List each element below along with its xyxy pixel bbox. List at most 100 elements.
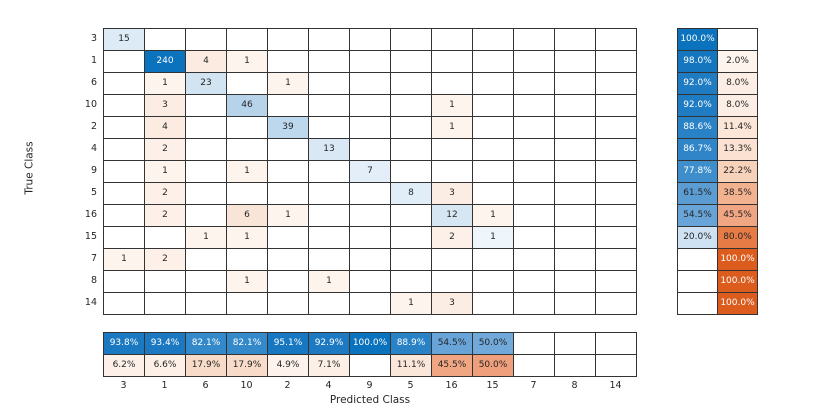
- matrix-cell: [473, 139, 514, 161]
- y-axis-label: True Class: [23, 141, 36, 195]
- matrix-cell: [473, 183, 514, 205]
- matrix-cell: [432, 249, 473, 271]
- matrix-cell: [309, 205, 350, 227]
- matrix-cell: [473, 51, 514, 73]
- matrix-cell: [350, 205, 391, 227]
- col-summary-correct-cell: 93.8%: [104, 333, 145, 355]
- y-tick-label: 16: [84, 209, 97, 220]
- matrix-cell: [391, 117, 432, 139]
- matrix-cell: [555, 227, 596, 249]
- matrix-cell: [473, 73, 514, 95]
- matrix-cell: 7: [350, 161, 391, 183]
- matrix-cell: [596, 271, 637, 293]
- col-summary-correct-cell: [514, 333, 555, 355]
- col-summary-incorrect-cell: 7.1%: [309, 355, 350, 377]
- col-summary-incorrect-cell: 11.1%: [391, 355, 432, 377]
- x-tick-label: 3: [120, 380, 127, 391]
- matrix-cell: [473, 161, 514, 183]
- matrix-cell: [596, 117, 637, 139]
- matrix-cell: [555, 293, 596, 315]
- matrix-cell: [555, 95, 596, 117]
- matrix-cell: [309, 183, 350, 205]
- row-summary-incorrect-cell: 13.3%: [718, 139, 758, 161]
- row-summary-incorrect-cell: 2.0%: [718, 51, 758, 73]
- matrix-cell: 1: [227, 227, 268, 249]
- matrix-cell: 4: [145, 117, 186, 139]
- row-summary-incorrect-cell: 11.4%: [718, 117, 758, 139]
- x-tick-label: 14: [609, 380, 622, 391]
- matrix-cell: [473, 29, 514, 51]
- confusion-matrix-grid: 15 240 4 1 1 23 1 3 46 1 4 39 1 2 13 1 1 7 2 8 3 2 6 1 12 1 1 1 2 1 1 2…: [103, 28, 637, 315]
- col-summary-incorrect-cell: 6.2%: [104, 355, 145, 377]
- y-tick-label: 10: [84, 99, 97, 110]
- matrix-cell: 1: [268, 73, 309, 95]
- x-axis-label: Predicted Class: [329, 394, 411, 406]
- matrix-cell: [268, 293, 309, 315]
- matrix-cell: [186, 183, 227, 205]
- x-tick-label: 4: [325, 380, 332, 391]
- matrix-cell: [227, 117, 268, 139]
- matrix-cell: 1: [227, 161, 268, 183]
- matrix-cell: [104, 227, 145, 249]
- matrix-cell: [514, 271, 555, 293]
- matrix-cell: [596, 139, 637, 161]
- matrix-cell: [227, 73, 268, 95]
- row-summary-correct-cell: 98.0%: [678, 51, 718, 73]
- y-tick-label: 5: [90, 187, 97, 198]
- matrix-cell: [391, 205, 432, 227]
- matrix-cell: 15: [104, 29, 145, 51]
- matrix-cell: [145, 271, 186, 293]
- matrix-cell: [186, 271, 227, 293]
- col-summary-correct-cell: [555, 333, 596, 355]
- matrix-cell: [268, 51, 309, 73]
- matrix-cell: [350, 29, 391, 51]
- matrix-cell: [186, 161, 227, 183]
- matrix-cell: [186, 139, 227, 161]
- matrix-cell: [391, 29, 432, 51]
- matrix-cell: [104, 183, 145, 205]
- row-summary-correct-cell: 77.8%: [678, 161, 718, 183]
- matrix-cell: [432, 139, 473, 161]
- row-summary-correct-cell: [678, 249, 718, 271]
- col-summary-correct-cell: 95.1%: [268, 333, 309, 355]
- row-summary-correct-cell: [678, 293, 718, 315]
- matrix-cell: [514, 205, 555, 227]
- row-summary-correct-cell: 92.0%: [678, 95, 718, 117]
- y-tick-label: 15: [84, 231, 97, 242]
- matrix-cell: [391, 271, 432, 293]
- col-summary-correct-cell: 82.1%: [186, 333, 227, 355]
- matrix-cell: 2: [145, 183, 186, 205]
- matrix-cell: 39: [268, 117, 309, 139]
- matrix-cell: 240: [145, 51, 186, 73]
- row-summary-incorrect-cell: 8.0%: [718, 73, 758, 95]
- row-summary-correct-cell: [678, 271, 718, 293]
- y-tick-label: 7: [90, 253, 97, 264]
- matrix-cell: [104, 73, 145, 95]
- matrix-cell: [309, 95, 350, 117]
- matrix-cell: [391, 51, 432, 73]
- x-tick-label: 15: [486, 380, 499, 391]
- col-summary-incorrect-cell: [555, 355, 596, 377]
- matrix-cell: [514, 161, 555, 183]
- matrix-cell: [309, 249, 350, 271]
- row-summary-incorrect-cell: 100.0%: [718, 271, 758, 293]
- matrix-cell: 1: [104, 249, 145, 271]
- matrix-cell: [350, 183, 391, 205]
- matrix-cell: [555, 117, 596, 139]
- matrix-cell: [227, 293, 268, 315]
- matrix-cell: [309, 51, 350, 73]
- x-tick-label: 10: [240, 380, 253, 391]
- matrix-cell: [596, 73, 637, 95]
- matrix-cell: 6: [227, 205, 268, 227]
- col-summary-incorrect-cell: 45.5%: [432, 355, 473, 377]
- matrix-cell: [514, 139, 555, 161]
- matrix-cell: [309, 227, 350, 249]
- matrix-cell: [391, 249, 432, 271]
- matrix-cell: [596, 161, 637, 183]
- x-tick-label: 8: [571, 380, 578, 391]
- col-summary-incorrect-cell: 17.9%: [227, 355, 268, 377]
- matrix-cell: [555, 51, 596, 73]
- y-tick-label: 2: [90, 121, 97, 132]
- row-summary-correct-cell: 86.7%: [678, 139, 718, 161]
- row-summary-incorrect-cell: 45.5%: [718, 205, 758, 227]
